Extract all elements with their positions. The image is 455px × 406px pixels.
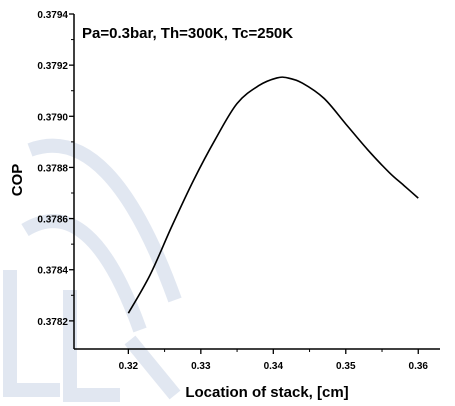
y-tick-label: 0.3790: [37, 112, 68, 123]
chart-annotation: Pa=0.3bar, Th=300K, Tc=250K: [82, 25, 293, 42]
y-tick-label: 0.3794: [37, 10, 68, 21]
x-tick-label: 0.32: [119, 361, 139, 372]
y-ticks: 0.3782 0.3784 0.3786 0.3788 0.3790 0.3792 0.37…: [37, 10, 74, 328]
y-tick-label: 0.3788: [37, 163, 68, 174]
y-tick-label: 0.3786: [37, 215, 68, 226]
x-tick-label: 0.33: [191, 361, 211, 372]
x-ticks: 0.32 0.33 0.34 0.35 0.36: [119, 349, 429, 372]
watermark-emblem: [3, 138, 182, 402]
y-axis-title: COP: [9, 164, 26, 197]
x-tick-label: 0.34: [264, 361, 284, 372]
y-tick-label: 0.3782: [37, 317, 68, 328]
series-line: [127, 76, 419, 314]
x-tick-label: 0.36: [409, 361, 429, 372]
x-axis-title: Location of stack, [cm]: [185, 384, 348, 401]
y-tick-label: 0.3792: [37, 61, 68, 72]
y-tick-label: 0.3784: [37, 266, 68, 277]
x-tick-label: 0.35: [336, 361, 356, 372]
